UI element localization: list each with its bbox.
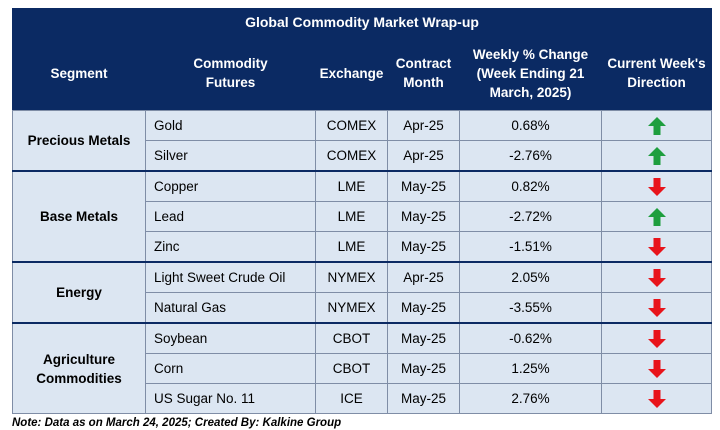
contract-month-cell: Apr-25 [387,261,460,293]
direction-cell [600,231,713,263]
table-row: Corn CBOT May-25 1.25% [13,353,713,384]
commodity-cell: Soybean [145,322,316,354]
commodity-cell: Lead [145,201,316,232]
weekly-change-cell: -3.55% [459,292,602,324]
down-arrow-icon [647,298,666,317]
header-segment: Segment [12,35,146,111]
weekly-change-cell: -1.51% [459,231,602,263]
exchange-cell: NYMEX [315,292,388,324]
exchange-cell: COMEX [315,140,388,172]
contract-month-cell: May-25 [387,170,460,202]
table-row: Natural Gas NYMEX May-25 -3.55% [13,292,713,324]
title-row: Global Commodity Market Wrap-up [11,8,713,36]
weekly-change-cell: 0.82% [459,170,602,202]
exchange-cell: LME [315,201,388,232]
commodity-table: Global Commodity Market Wrap-up Segment … [11,8,713,414]
table-row: Agriculture Commodities Soybean CBOT May-25-… [12,322,713,414]
down-arrow-icon [647,268,666,287]
commodity-cell: Natural Gas [145,292,316,324]
direction-cell [600,201,713,232]
weekly-change-cell: -0.62% [459,322,602,354]
exchange-cell: COMEX [315,110,388,141]
weekly-change-cell: 2.05% [459,261,602,293]
exchange-cell: ICE [315,383,388,414]
contract-month-cell: May-25 [387,231,460,263]
contract-month-cell: May-25 [387,201,460,232]
segment-cell: Precious Metals [12,110,146,172]
header-commodity-futures: Commodity Futures [145,35,316,111]
contract-month-cell: Apr-25 [387,140,460,172]
contract-month-cell: May-25 [387,353,460,384]
down-arrow-icon [647,329,666,348]
up-arrow-icon [647,207,666,226]
down-arrow-icon [647,177,666,196]
up-arrow-icon [647,116,666,135]
header-weekly-change: Weekly % Change (Week Ending 21 March, 202… [459,35,602,111]
header-row: Segment Commodity Futures Exchange Contra… [12,35,713,111]
direction-cell [600,170,713,202]
segment-cell: Agriculture Commodities [12,322,146,414]
contract-month-cell: May-25 [387,322,460,354]
exchange-cell: CBOT [315,353,388,384]
exchange-cell: CBOT [315,322,388,354]
table-body: Precious Metals Gold COMEX Apr-25 0.68% Silve… [12,110,713,414]
weekly-change-cell: 2.76% [459,383,602,414]
table-row: Lead LME May-25 -2.72% [13,201,713,232]
weekly-change-cell: -2.76% [459,140,602,172]
commodity-cell: Copper [145,170,316,202]
weekly-change-cell: -2.72% [459,201,602,232]
commodity-wrap-up: Global Commodity Market Wrap-up Segment … [11,8,713,429]
down-arrow-icon [647,237,666,256]
weekly-change-cell: 0.68% [459,110,602,141]
header-contract-month: Contract Month [387,35,460,111]
header-exchange: Exchange [315,35,388,111]
commodity-cell: Corn [145,353,316,384]
table-row: Energy Light Sweet Crude Oil NYMEX Apr-25 2.… [12,261,713,324]
direction-cell [600,140,713,172]
footnote: Note: Data as on March 24, 2025; Created… [12,417,342,429]
segment-cell: Energy [12,261,146,324]
exchange-cell: LME [315,231,388,263]
commodity-cell: Gold [145,110,316,141]
direction-cell [600,383,713,414]
up-arrow-icon [647,146,666,165]
direction-cell [600,292,713,324]
direction-cell [600,110,713,141]
table-row: Precious Metals Gold COMEX Apr-25 0.68% [12,110,713,172]
down-arrow-icon [647,389,666,408]
direction-cell [600,261,713,293]
exchange-cell: NYMEX [315,261,388,293]
contract-month-cell: May-25 [387,383,460,414]
header-direction: Current Week's Direction [600,35,713,111]
exchange-cell: LME [315,170,388,202]
direction-cell [600,353,713,384]
contract-month-cell: Apr-25 [387,110,460,141]
table-row: Base Metals Copper LME May-25 0.82% [12,170,713,263]
commodity-cell: Silver [145,140,316,172]
commodity-cell: Zinc [145,231,316,263]
direction-cell [600,322,713,354]
down-arrow-icon [647,359,666,378]
commodity-cell: Light Sweet Crude Oil [145,261,316,293]
segment-cell: Base Metals [12,170,146,263]
commodity-cell: US Sugar No. 11 [145,383,316,414]
contract-month-cell: May-25 [387,292,460,324]
weekly-change-cell: 1.25% [459,353,602,384]
table-row: US Sugar No. 11 ICE May-25 2.76% [13,383,713,414]
table-title: Global Commodity Market Wrap-up [11,8,713,36]
table-row: Silver COMEX Apr-25 -2.76% [13,140,713,172]
